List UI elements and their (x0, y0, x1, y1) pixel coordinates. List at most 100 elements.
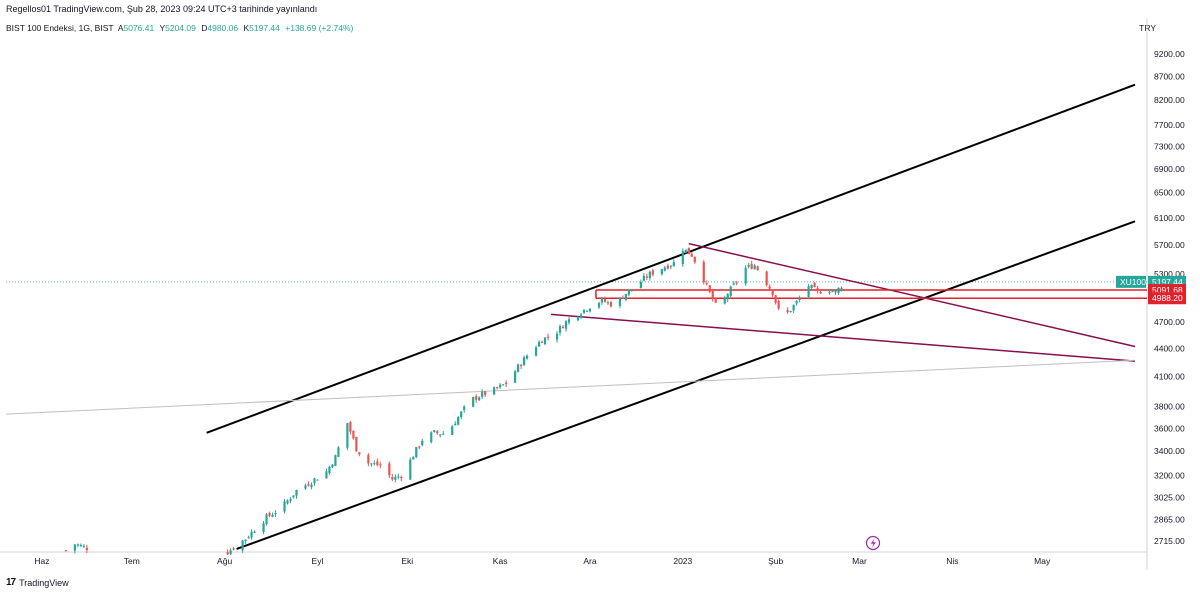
candle-body (627, 289, 631, 295)
candle (394, 474, 397, 483)
candle-body (639, 281, 642, 289)
candle (232, 546, 235, 551)
candle (349, 420, 352, 435)
candle (837, 287, 840, 296)
currency-label[interactable]: TRY (1139, 23, 1156, 33)
candle-body (325, 471, 328, 479)
price-tag-value: 4988.20 (1152, 293, 1183, 303)
candle (774, 294, 777, 305)
candle (558, 324, 562, 336)
candle (268, 511, 271, 518)
candle-body (421, 440, 424, 446)
candle-body (756, 266, 759, 271)
candle (600, 296, 604, 305)
candle (609, 300, 613, 308)
candle-body (307, 484, 310, 486)
candle-body (708, 285, 711, 293)
candle-body (693, 256, 696, 263)
candle (519, 363, 523, 370)
candle (451, 424, 454, 436)
candle (316, 479, 319, 481)
candle (367, 453, 370, 467)
candle-body (388, 463, 391, 476)
candle (439, 434, 442, 438)
candle (606, 300, 610, 305)
candle (373, 460, 376, 466)
candle-body (576, 316, 580, 321)
candle (475, 394, 478, 403)
candle-body (789, 311, 792, 313)
candle (543, 337, 547, 346)
candle (283, 499, 286, 514)
candle-body (463, 406, 466, 410)
candle (537, 340, 541, 347)
candle (750, 260, 753, 270)
candle-body (250, 531, 253, 538)
y-tick-label: 8700.00 (1154, 71, 1185, 81)
candle (828, 289, 831, 295)
candle-body (834, 291, 837, 293)
candle-body (603, 299, 607, 302)
y-tick-label: 3400.00 (1154, 446, 1185, 456)
candle (735, 280, 738, 286)
tradingview-footer[interactable]: 17 TradingView (6, 577, 69, 588)
candle-body (642, 276, 645, 281)
candle-body (723, 298, 726, 304)
symbol-name[interactable]: BIST 100 Endeksi, 1G, BIST (6, 23, 114, 33)
candle-body (397, 476, 400, 478)
y-tick-label: 6500.00 (1154, 188, 1185, 198)
candle (346, 422, 349, 451)
y-tick-label: 7700.00 (1154, 120, 1185, 130)
candle (64, 549, 67, 552)
y-tick-label: 9200.00 (1154, 49, 1185, 59)
candle-body (85, 547, 88, 551)
candle (355, 436, 358, 452)
candle (226, 549, 229, 556)
candle-body (328, 466, 331, 474)
candle-body (358, 452, 361, 455)
candle-body (268, 513, 271, 516)
candle (642, 273, 645, 282)
candle (702, 259, 705, 285)
candle (334, 454, 337, 467)
candle (76, 543, 79, 548)
candle (753, 264, 756, 270)
candle-body (229, 550, 232, 555)
close-label: K (243, 23, 250, 33)
candle-body (499, 384, 502, 388)
candle (663, 265, 666, 272)
x-tick-label: Şub (768, 556, 783, 566)
lightning-icon[interactable] (865, 535, 881, 551)
candle-body (313, 478, 316, 484)
candle (540, 340, 544, 343)
candle (639, 279, 642, 289)
candle-body (621, 297, 625, 299)
candle (588, 308, 592, 313)
candle-body (630, 288, 634, 290)
candle-body (442, 433, 445, 435)
candle (379, 461, 382, 469)
candle-body (777, 300, 780, 309)
candle (789, 310, 792, 313)
candle-body (349, 421, 352, 432)
candle (819, 289, 822, 294)
candle (732, 280, 735, 286)
candle (388, 461, 391, 478)
candle-body (451, 426, 454, 435)
y-tick-label: 8200.00 (1154, 95, 1185, 105)
candle (409, 457, 412, 481)
candle-body (457, 417, 460, 425)
candle-body (295, 489, 298, 496)
x-tick-label: Ağu (217, 556, 232, 566)
candle (567, 317, 571, 325)
axes: 9200.00 8700.00 8200.00 7700.00 7300.00 6900.… (0, 18, 1185, 570)
high-label: Y (159, 23, 166, 33)
candle (576, 316, 580, 322)
candle (244, 539, 247, 545)
candle-body (750, 263, 753, 270)
candle (672, 259, 675, 267)
x-tick-label: May (1034, 556, 1051, 566)
y-tick-label: 5300.00 (1154, 269, 1185, 279)
candle-body (265, 514, 268, 524)
